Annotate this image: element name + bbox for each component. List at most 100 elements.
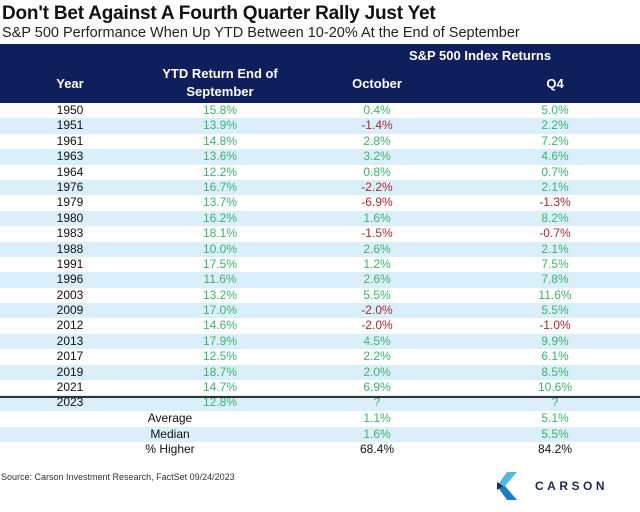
ytd-cell: 13.7% bbox=[202, 195, 238, 210]
header-ytd-line1: YTD Return End of bbox=[162, 66, 278, 81]
year-cell: 1979 bbox=[56, 195, 84, 210]
ytd-cell: 14.7% bbox=[202, 380, 238, 395]
summary-label: % Higher bbox=[145, 442, 195, 456]
q4-cell: ? bbox=[551, 395, 559, 410]
summary-october: 68.4% bbox=[359, 442, 395, 456]
october-cell: ? bbox=[373, 395, 381, 410]
table-row: 2003 13.2% 5.5% 11.6% bbox=[0, 288, 640, 303]
year-cell: 2023 bbox=[56, 395, 84, 410]
summary-label: Average bbox=[147, 411, 193, 425]
ytd-cell: 13.2% bbox=[202, 287, 238, 302]
october-cell: 0.8% bbox=[363, 164, 391, 179]
page-title: Don't Bet Against A Fourth Quarter Rally… bbox=[2, 3, 436, 24]
ytd-cell: 17.5% bbox=[202, 256, 238, 271]
year-cell: 1950 bbox=[56, 103, 84, 117]
table-header: S&P 500 Index Returns Year YTD Return En… bbox=[0, 44, 640, 103]
q4-cell: 8.2% bbox=[541, 210, 569, 225]
header-q4: Q4 bbox=[546, 76, 564, 91]
carson-logo: CARSON bbox=[497, 472, 608, 500]
table-row: 1963 13.6% 3.2% 4.6% bbox=[0, 149, 640, 165]
october-cell: 4.5% bbox=[363, 333, 391, 348]
year-cell: 1988 bbox=[56, 241, 84, 256]
october-cell: 2.2% bbox=[363, 349, 391, 364]
table-row: 1950 15.8% 0.4% 5.0% bbox=[0, 103, 640, 118]
year-cell: 2012 bbox=[56, 318, 84, 333]
q4-cell: -1.3% bbox=[539, 195, 571, 210]
october-cell: -2.0% bbox=[361, 303, 393, 318]
year-cell: 2019 bbox=[56, 364, 84, 379]
q4-cell: 11.6% bbox=[538, 287, 572, 302]
ytd-cell: 16.2% bbox=[202, 210, 238, 225]
q4-cell: 2.2% bbox=[541, 118, 569, 133]
ytd-cell: 18.1% bbox=[202, 226, 238, 241]
summary-row: Median 1.6% 5.5% bbox=[0, 426, 640, 442]
ytd-cell: 17.9% bbox=[202, 333, 238, 348]
october-cell: 2.6% bbox=[363, 241, 391, 256]
q4-cell: 7.2% bbox=[541, 133, 569, 148]
ytd-cell: 16.7% bbox=[202, 179, 238, 194]
october-cell: -1.4% bbox=[361, 118, 393, 133]
table-row: 2019 18.7% 2.0% 8.5% bbox=[0, 364, 640, 381]
ytd-cell: 13.6% bbox=[202, 149, 238, 164]
summary-q4: 5.5% bbox=[541, 426, 569, 441]
ytd-cell: 18.7% bbox=[202, 364, 238, 379]
table-row: 1996 11.6% 2.6% 7.8% bbox=[0, 272, 640, 288]
table-row: 1976 16.7% -2.2% 2.1% bbox=[0, 179, 640, 196]
year-cell: 2009 bbox=[56, 303, 84, 318]
header-ytd-line2: September bbox=[186, 84, 254, 99]
ytd-cell: 12.8% bbox=[202, 395, 238, 410]
table-divider bbox=[0, 396, 640, 398]
table-row: 1964 12.2% 0.8% 0.7% bbox=[0, 165, 640, 180]
q4-cell: 5.0% bbox=[541, 103, 569, 117]
summary-row: Average 1.1% 5.1% bbox=[0, 411, 640, 427]
table-row: 1983 18.1% -1.5% -0.7% bbox=[0, 226, 640, 241]
year-cell: 2013 bbox=[56, 333, 84, 348]
ytd-cell: 14.8% bbox=[202, 133, 238, 148]
ytd-cell: 17.0% bbox=[202, 303, 238, 318]
q4-cell: 4.6% bbox=[541, 149, 569, 164]
header-year: Year bbox=[56, 76, 84, 91]
october-cell: -2.2% bbox=[361, 179, 393, 194]
table-body: 1950 15.8% 0.4% 5.0% 1951 13.9% -1.4% 2.2% 1961 1… bbox=[0, 103, 640, 411]
year-cell: 1996 bbox=[56, 272, 84, 287]
table-row: 2021 14.7% 6.9% 10.6% bbox=[0, 380, 640, 395]
summary-label: Median bbox=[150, 426, 190, 441]
summary-october: 1.6% bbox=[363, 426, 391, 441]
q4-cell: 9.9% bbox=[541, 333, 569, 348]
october-cell: -2.0% bbox=[361, 318, 393, 333]
q4-cell: 7.8% bbox=[541, 272, 569, 287]
ytd-cell: 12.2% bbox=[202, 164, 238, 179]
year-cell: 2021 bbox=[56, 380, 84, 395]
ytd-cell: 14.6% bbox=[202, 318, 238, 333]
october-cell: 3.2% bbox=[363, 149, 391, 164]
october-cell: 2.6% bbox=[363, 272, 391, 287]
q4-cell: 6.1% bbox=[541, 349, 569, 364]
ytd-cell: 10.0% bbox=[202, 241, 238, 256]
q4-cell: -0.7% bbox=[539, 226, 571, 241]
ytd-cell: 11.6% bbox=[203, 272, 237, 287]
summary-q4: 5.1% bbox=[541, 411, 569, 425]
q4-cell: -1.0% bbox=[539, 318, 571, 333]
table-row: 2009 17.0% -2.0% 5.5% bbox=[0, 303, 640, 319]
october-cell: 2.0% bbox=[363, 364, 391, 379]
ytd-cell: 15.8% bbox=[202, 103, 238, 117]
summary-q4: 84.2% bbox=[537, 442, 573, 456]
q4-cell: 0.7% bbox=[541, 164, 569, 179]
carson-logo-icon bbox=[497, 472, 517, 500]
year-cell: 1961 bbox=[56, 133, 84, 148]
header-october: October bbox=[352, 76, 402, 91]
year-cell: 1951 bbox=[56, 118, 84, 133]
october-cell: 0.4% bbox=[363, 103, 391, 117]
logo-text: CARSON bbox=[535, 479, 609, 493]
october-cell: 6.9% bbox=[363, 380, 391, 395]
october-cell: 1.6% bbox=[363, 210, 391, 225]
october-cell: 2.8% bbox=[363, 133, 391, 148]
header-group-label: S&P 500 Index Returns bbox=[408, 48, 552, 63]
october-cell: -6.9% bbox=[361, 195, 393, 210]
ytd-cell: 12.5% bbox=[202, 349, 238, 364]
q4-cell: 8.5% bbox=[541, 364, 569, 379]
q4-cell: 7.5% bbox=[541, 256, 569, 271]
table-row: 2023 12.8%?? bbox=[0, 395, 640, 411]
table-row: 2017 12.5% 2.2% 6.1% bbox=[0, 349, 640, 364]
table-row: 2013 17.9% 4.5% 9.9% bbox=[0, 333, 640, 350]
